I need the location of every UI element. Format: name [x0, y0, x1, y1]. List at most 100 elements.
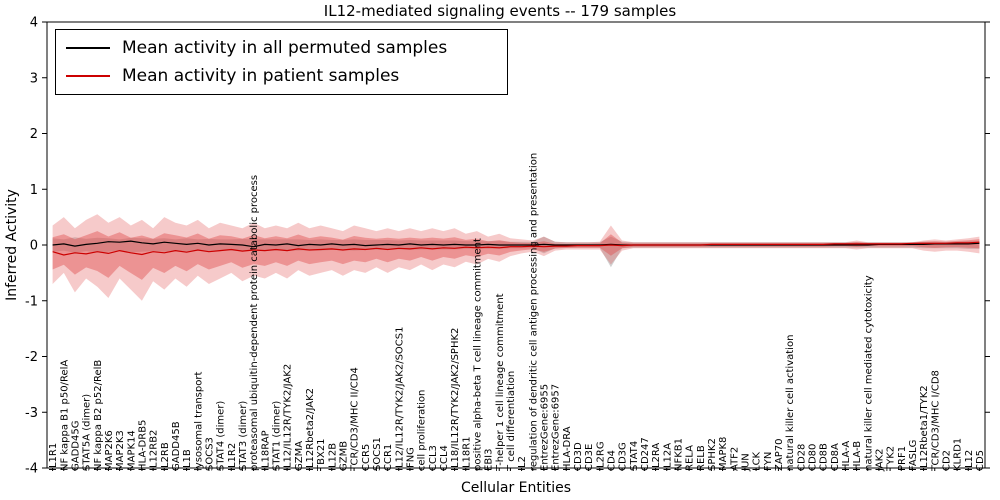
- x-category-label: IL2RG: [595, 441, 606, 471]
- legend-item-permuted: Mean activity in all permuted samples: [66, 38, 447, 58]
- x-category-label: RELA: [685, 445, 696, 471]
- x-category-label: HLA-DRB5: [137, 420, 148, 471]
- x-category-label: natural killer cell mediated cytotoxicit…: [863, 275, 874, 471]
- patient-band-inner: [52, 231, 980, 280]
- x-category-label: IL1R1: [48, 443, 59, 471]
- x-category-label: CD80: [807, 444, 818, 471]
- x-category-label: IL12Rbeta1/TYK2: [919, 385, 930, 471]
- x-category-label: IL18RAP: [260, 430, 271, 471]
- x-category-label: CD8A: [830, 443, 841, 471]
- x-category-label: EntrezGene:6957: [551, 384, 562, 471]
- x-category-label: CCL3: [428, 445, 439, 471]
- x-category-label: MAP2K6: [104, 430, 115, 471]
- x-category-label: IL2RB: [160, 442, 171, 471]
- permuted-mean-line: [52, 240, 980, 248]
- chart-title: IL12-mediated signaling events -- 179 sa…: [323, 2, 677, 20]
- x-category-label: CD3G: [618, 442, 629, 471]
- x-category-label: SOCS3: [204, 437, 215, 471]
- x-category-label: IL12/IL12R/TYK2/JAK2: [283, 364, 294, 471]
- x-category-label: CD2: [941, 450, 952, 471]
- x-category-label: IL1B: [182, 449, 193, 471]
- x-category-label: STAT1 (dimer): [271, 401, 282, 471]
- x-category-label: FYN: [763, 452, 774, 471]
- x-category-label: KLRD1: [953, 438, 964, 471]
- x-category-label: IL12RB2: [149, 430, 160, 471]
- patient-band-outer: [52, 214, 980, 301]
- x-category-label: ZAP70: [774, 439, 785, 471]
- legend: Mean activity in all permuted samples Me…: [55, 29, 509, 95]
- legend-label-patient: Mean activity in patient samples: [122, 66, 400, 86]
- x-category-label: ATF2: [729, 447, 740, 471]
- x-category-label: IL1R2: [227, 443, 238, 471]
- y-tick-label: 2: [30, 127, 38, 142]
- x-category-label: RELB: [696, 445, 707, 471]
- x-category-label: GZMB: [338, 441, 349, 471]
- permuted-line-swatch: [66, 47, 110, 49]
- x-category-label: CD3E: [584, 444, 595, 471]
- x-category-label: FASLG: [908, 440, 919, 471]
- x-category-label: EntrezGene:6955: [539, 384, 550, 471]
- y-tick-label: -4: [25, 462, 38, 477]
- y-tick-label: 1: [30, 183, 38, 198]
- x-category-label: STAT3 (dimer): [238, 401, 249, 471]
- x-category-label: TCR/CD3/MHC I/CD8: [930, 370, 941, 472]
- x-category-label: IL12: [964, 450, 975, 471]
- x-category-label: IL12/IL12R/TYK2/JAK2/SOCS1: [394, 327, 405, 472]
- x-category-label: NF kappa B2 p52/RelB: [93, 360, 104, 471]
- x-category-label: TBX21: [316, 438, 327, 472]
- x-category-label: IL12B: [327, 443, 338, 471]
- x-category-label: STAT4 (dimer): [216, 401, 227, 471]
- x-category-label: IL12Rbeta2/JAK2: [305, 388, 316, 471]
- x-category-label: NFKB1: [673, 438, 684, 471]
- y-tick-label: 0: [30, 239, 38, 254]
- x-category-label: CD247: [640, 437, 651, 471]
- legend-item-patient: Mean activity in patient samples: [66, 66, 447, 86]
- x-category-label: EBI3: [484, 449, 495, 472]
- x-category-label: IL2RA: [651, 443, 662, 471]
- y-tick-label: -3: [25, 406, 38, 421]
- x-category-label: IL18/IL12R/TYK2/JAK2/SPHK2: [450, 328, 461, 471]
- x-category-label: IL18R1: [461, 436, 472, 471]
- x-category-label: STAT4: [629, 441, 640, 471]
- x-category-label: JAK2: [874, 448, 885, 472]
- x-category-label: TCR/CD3/MHC II/CD4: [350, 367, 361, 472]
- x-category-label: MAPK8: [718, 437, 729, 471]
- y-tick-label: 3: [30, 71, 38, 86]
- y-tick-label: 4: [30, 16, 38, 31]
- x-category-label: CD4: [606, 450, 617, 471]
- patient-mean-line: [52, 241, 980, 256]
- x-category-label: IL12A: [662, 443, 673, 471]
- x-category-label: MAPK14: [126, 430, 137, 471]
- x-category-label: positive alpha-beta T cell lineage commi…: [472, 238, 483, 471]
- x-category-label: IFNG: [405, 447, 416, 471]
- x-category-label: CCR5: [361, 444, 372, 471]
- x-category-label: regulation of dendritic cell antigen pro…: [528, 153, 539, 471]
- x-category-label: HLA-DRA: [562, 426, 573, 471]
- x-category-label: SPHK2: [707, 438, 718, 471]
- x-category-label: CD3D: [573, 442, 584, 471]
- x-category-label: CD8B: [819, 443, 830, 471]
- x-category-label: HLA-B: [852, 441, 863, 471]
- x-category-label: SOCS1: [372, 437, 383, 471]
- x-category-label: lysosomal transport: [193, 372, 204, 471]
- x-category-label: GZMA: [294, 441, 305, 471]
- x-category-label: GADD45G: [70, 421, 81, 471]
- x-category-label: IL2: [517, 456, 528, 471]
- x-category-label: cell proliferation: [417, 390, 428, 471]
- patient-line-swatch: [66, 75, 110, 77]
- legend-label-permuted: Mean activity in all permuted samples: [122, 38, 448, 58]
- x-axis-title: Cellular Entities: [460, 480, 572, 496]
- x-category-label: PRF1: [897, 446, 908, 471]
- x-category-label: CD5: [975, 450, 986, 471]
- x-category-label: CD28: [796, 444, 807, 471]
- x-category-label: MAP2K3: [115, 430, 126, 471]
- x-category-label: STAT5A (dimer): [82, 394, 93, 471]
- x-category-label: T cell differentiation: [506, 371, 517, 472]
- x-category-label: JUN: [740, 453, 751, 472]
- y-tick-label: -1: [25, 294, 38, 309]
- x-category-label: HLA-A: [841, 441, 852, 471]
- x-category-label: TYK2: [886, 446, 897, 472]
- x-category-label: CCR1: [383, 444, 394, 471]
- x-category-label: natural killer cell activation: [785, 335, 796, 471]
